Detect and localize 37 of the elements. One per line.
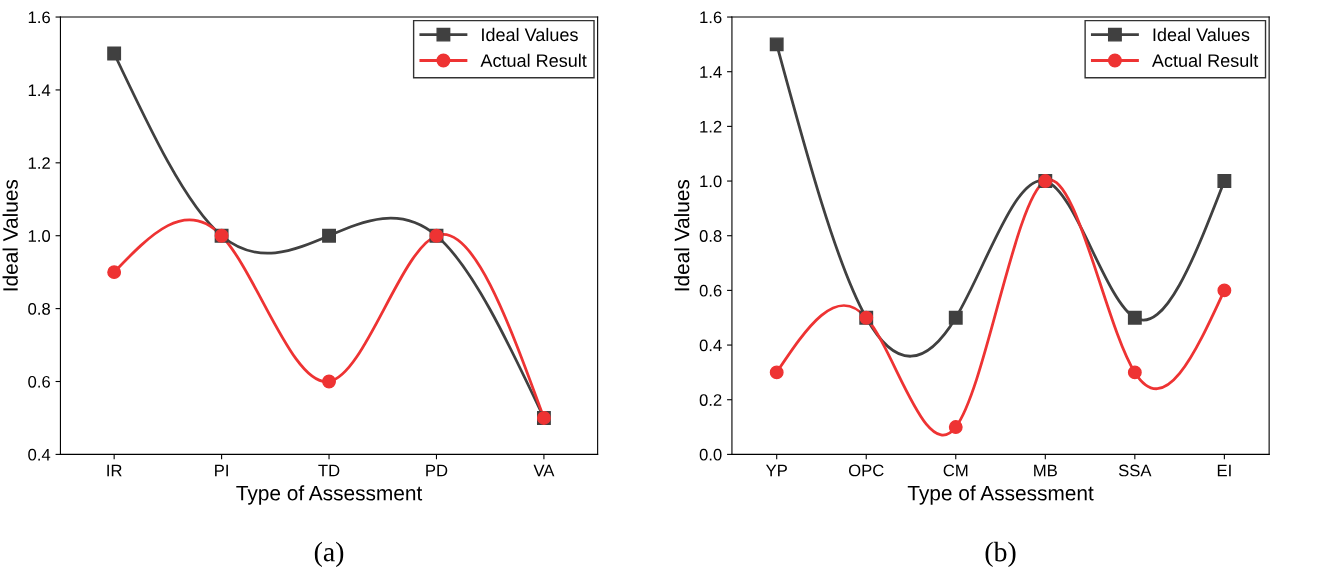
legend-label: Ideal Values [1153, 27, 1250, 42]
y-tick-label: 0.6 [699, 284, 722, 297]
y-tick-label: 1.0 [700, 175, 722, 188]
y-tick-label: 1.4 [700, 66, 722, 78]
y-tick-label: 0.2 [699, 394, 722, 406]
legend-label: Ideal Values [482, 27, 578, 42]
y-tick-label: 1.6 [28, 11, 50, 24]
text: (b) [985, 541, 1016, 568]
text: (a) [314, 541, 344, 568]
y-tick-label: 1.0 [28, 230, 51, 242]
x-tick-label: IR [107, 464, 122, 477]
y-tick-label: 0.8 [28, 303, 50, 315]
x-tick-label: VA [533, 464, 555, 477]
x-tick-label: PI [215, 464, 228, 477]
y-tick-label: 0.0 [699, 448, 722, 461]
legend-label: Actual Result [1151, 53, 1259, 67]
x-tick-label: YP [765, 464, 787, 477]
y-tick-label: 1.2 [700, 120, 722, 133]
y-tick-label: 0.6 [28, 375, 50, 388]
x-tick-label: EI [1217, 464, 1231, 477]
y-axis-title: Ideal Values [674, 179, 690, 291]
legend-label: Actual Result [480, 53, 587, 67]
x-tick-label: PD [426, 464, 448, 477]
x-axis-title: Type of Assessment [907, 485, 1094, 505]
x-tick-label: SSA [1118, 464, 1152, 477]
x-tick-label: OPC [848, 464, 884, 477]
y-tick-label: 0.4 [699, 339, 722, 352]
y-tick-label: 1.2 [28, 157, 50, 169]
x-tick-label: CM [943, 464, 968, 477]
x-tick-label: MB [1034, 464, 1057, 477]
y-tick-label: 1.6 [700, 11, 722, 24]
x-tick-label: TD [318, 464, 340, 477]
y-tick-label: 0.8 [699, 230, 722, 242]
y-tick-label: 0.4 [28, 448, 51, 461]
y-tick-label: 1.4 [28, 84, 51, 96]
y-axis-title: Ideal Values [2, 179, 18, 291]
x-axis-title: Type of Assessment [236, 485, 423, 505]
